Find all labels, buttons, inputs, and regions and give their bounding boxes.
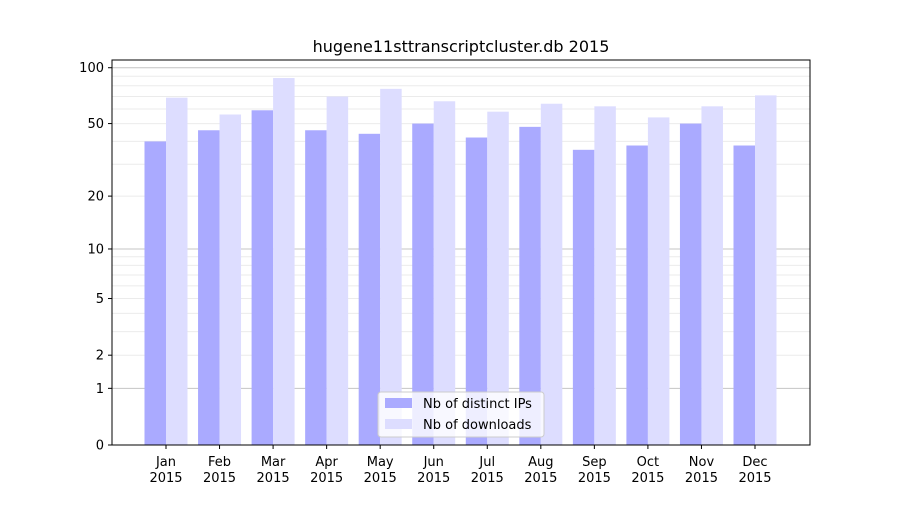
bar-distinct-ips xyxy=(305,130,327,445)
x-tick-label: Jul 2015 xyxy=(471,455,504,486)
x-tick-label: Feb 2015 xyxy=(203,455,236,486)
y-tick-label: 1 xyxy=(96,382,104,397)
plot-frame xyxy=(111,59,811,446)
x-tick-label: Aug 2015 xyxy=(524,455,557,486)
x-tick-label: Oct 2015 xyxy=(631,455,664,486)
x-tick-label: Mar 2015 xyxy=(257,455,290,486)
bar-downloads xyxy=(433,101,456,446)
bar-downloads xyxy=(755,95,777,445)
y-tick-label: 10 xyxy=(87,242,104,257)
bar-downloads xyxy=(166,97,188,445)
chart-title: hugene11sttranscriptcluster.db 2015 xyxy=(313,37,610,56)
bar-downloads xyxy=(540,103,563,445)
bar-downloads xyxy=(326,96,349,445)
legend-label: Nb of distinct IPs xyxy=(423,397,532,412)
y-tick-label: 100 xyxy=(79,61,104,76)
bar-distinct-ips xyxy=(412,123,434,446)
bar-distinct-ips xyxy=(572,149,595,445)
bar-distinct-ips xyxy=(679,123,702,446)
legend-box xyxy=(377,391,545,438)
bar-distinct-ips xyxy=(626,145,648,445)
legend-swatch xyxy=(385,419,412,429)
bar-downloads xyxy=(701,106,723,445)
bar-distinct-ips xyxy=(251,110,274,445)
y-tick-label: 50 xyxy=(87,117,104,132)
bar-distinct-ips xyxy=(465,137,488,446)
bar-distinct-ips xyxy=(519,126,541,445)
bar-downloads xyxy=(594,106,616,445)
bar-distinct-ips xyxy=(733,145,755,445)
bar-distinct-ips xyxy=(144,141,166,446)
y-tick-label: 5 xyxy=(96,292,104,307)
bar-distinct-ips xyxy=(198,130,220,445)
y-tick-label: 20 xyxy=(87,190,104,205)
x-tick-label: Jan 2015 xyxy=(149,455,182,486)
bar-distinct-ips xyxy=(358,133,381,445)
bar-downloads xyxy=(487,111,509,445)
legend-swatch xyxy=(385,398,412,408)
bar-downloads xyxy=(380,88,402,446)
y-tick-label: 0 xyxy=(96,439,104,454)
x-tick-label: Sep 2015 xyxy=(578,455,611,486)
x-tick-label: Dec 2015 xyxy=(738,455,771,486)
x-tick-label: Jun 2015 xyxy=(417,455,450,486)
x-tick-label: May 2015 xyxy=(364,455,397,486)
bar-downloads xyxy=(273,78,295,446)
y-tick-label: 2 xyxy=(96,349,104,364)
x-tick-label: Nov 2015 xyxy=(685,455,718,486)
x-tick-label: Apr 2015 xyxy=(310,455,343,486)
bar-downloads xyxy=(647,117,670,446)
bar-downloads xyxy=(219,114,242,445)
legend-label: Nb of downloads xyxy=(423,418,532,433)
